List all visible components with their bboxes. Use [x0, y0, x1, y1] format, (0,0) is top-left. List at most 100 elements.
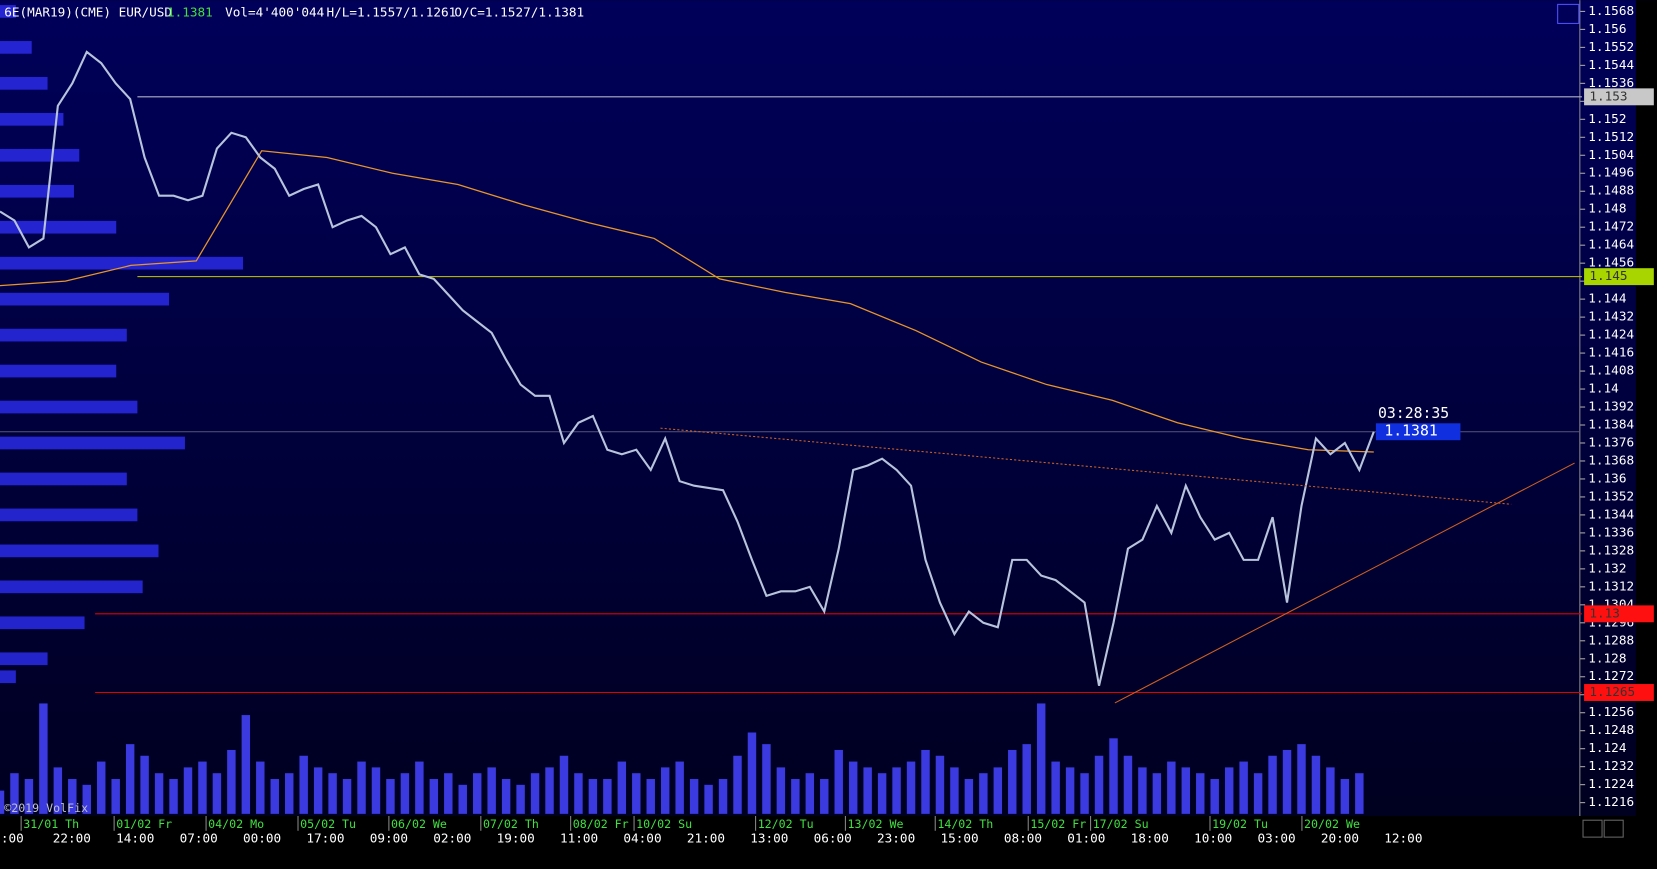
volume-bar: [1109, 738, 1118, 814]
volume-bar: [342, 779, 352, 814]
y-tick-label: 1.1232: [1588, 758, 1634, 773]
x-time-label: 07:00: [180, 831, 218, 846]
volume-bar: [241, 715, 251, 814]
volume-bar: [501, 779, 511, 814]
x-time-label: 15:00: [940, 831, 978, 846]
profile-bar: [0, 256, 244, 270]
y-tick-label: 1.1552: [1588, 39, 1634, 54]
profile-bar: [0, 652, 48, 666]
volume-bar: [24, 779, 34, 814]
scroll-right[interactable]: [1603, 819, 1624, 838]
y-tick-label: 1.128: [1588, 650, 1626, 665]
y-tick-label: 1.1328: [1588, 542, 1634, 557]
level-label: 1.13: [1589, 605, 1620, 620]
x-time-label: 13:00: [750, 831, 788, 846]
level-label: 1.153: [1589, 88, 1627, 103]
volume-bar: [762, 744, 771, 814]
volume-bar: [1080, 773, 1089, 814]
volume-bar: [689, 779, 699, 814]
volume-bar: [82, 784, 91, 814]
x-date-label: 05/02 Tu: [300, 817, 356, 831]
volume-bar: [530, 773, 540, 814]
x-time-label: 14:00: [116, 831, 154, 846]
volume-bar: [1268, 755, 1277, 814]
level-label-bg: [1584, 88, 1654, 106]
x-time-label: 08:00: [1004, 831, 1042, 846]
profile-bar: [0, 436, 185, 450]
volume-bar: [950, 767, 959, 814]
x-time-label: 23:00: [877, 831, 915, 846]
volume-bar: [1239, 761, 1248, 814]
high-low: H/L=1.1557/1.1261: [327, 4, 457, 19]
profile-bar: [0, 364, 117, 378]
volume-bar: [935, 755, 945, 814]
x-time-label: 20:00: [1321, 831, 1359, 846]
price-line: [0, 50, 1375, 686]
y-tick-label: 1.1384: [1588, 417, 1634, 432]
y-tick-label: 1.1472: [1588, 219, 1634, 234]
volume-bar: [1152, 773, 1162, 814]
volume-bar: [559, 755, 569, 814]
y-tick-label: 1.1352: [1588, 488, 1634, 503]
volume-bar: [472, 773, 482, 814]
profile-bar: [0, 580, 143, 594]
volume-bar: [574, 773, 583, 814]
y-tick-label: 1.14: [1588, 381, 1619, 396]
symbol: 6E(MAR19)(CME) EUR/USD: [4, 4, 172, 19]
volume-bar: [1253, 773, 1263, 814]
profile-bar: [0, 112, 64, 126]
volume-bar: [458, 784, 467, 814]
volume-bar: [588, 779, 598, 814]
x-date-label: 08/02 Fr: [573, 817, 629, 831]
x-time-label: 21:00: [687, 831, 725, 846]
volume-bar: [212, 773, 222, 814]
volume-bar: [154, 773, 164, 814]
volume-bar: [357, 761, 366, 814]
volume-bar: [39, 703, 48, 814]
last-price-box: [1375, 423, 1461, 441]
layers: 1.15681.1561.15521.15441.15361.15281.152…: [0, 0, 1654, 816]
tool-button[interactable]: [1557, 3, 1580, 24]
y-tick-label: 1.1504: [1588, 147, 1634, 162]
x-date-label: 10/02 Su: [636, 817, 692, 831]
y-tick-label: 1.156: [1588, 21, 1626, 36]
volume-bar: [270, 779, 279, 814]
volume-bar: [1181, 767, 1191, 814]
y-tick-label: 1.144: [1588, 291, 1627, 306]
x-time-label: 12:00: [1384, 831, 1422, 846]
volume-bar: [400, 773, 410, 814]
volume-bar: [313, 767, 323, 814]
profile-bar: [0, 472, 127, 486]
volume-bar: [776, 767, 786, 814]
volume-bar: [140, 755, 149, 814]
x-date-label: 17/02 Su: [1093, 817, 1149, 831]
y-tick-label: 1.136: [1588, 470, 1626, 485]
volume-bar: [169, 779, 178, 814]
profile-bar: [0, 148, 80, 162]
y-tick-label: 1.1496: [1588, 165, 1634, 180]
volume-bar: [444, 773, 453, 814]
volume-bar: [96, 761, 106, 814]
scroll-left[interactable]: [1582, 819, 1603, 838]
x-axis-background: [0, 815, 1657, 869]
volume-bar: [747, 732, 757, 814]
volume-bar: [1022, 744, 1031, 814]
profile-bar: [0, 544, 159, 558]
volume-bar: [1167, 761, 1176, 814]
x-date-label: 31/01 Th: [23, 817, 79, 831]
volume-bar: [993, 767, 1003, 814]
volume-bar: [921, 749, 930, 814]
x-time-label: 5:00: [0, 831, 24, 846]
x-time-label: 06:00: [814, 831, 852, 846]
x-time-label: 17:00: [306, 831, 344, 846]
y-tick-label: 1.1456: [1588, 255, 1634, 270]
profile-bar: [0, 616, 85, 630]
x-date-label: 12/02 Tu: [758, 817, 814, 831]
volume-bar: [791, 779, 800, 814]
volume-bar: [1036, 703, 1046, 814]
volume-bar: [1008, 749, 1017, 814]
volume-bar: [371, 767, 381, 814]
volume-bar: [906, 761, 916, 814]
profile-bar: [0, 328, 127, 342]
